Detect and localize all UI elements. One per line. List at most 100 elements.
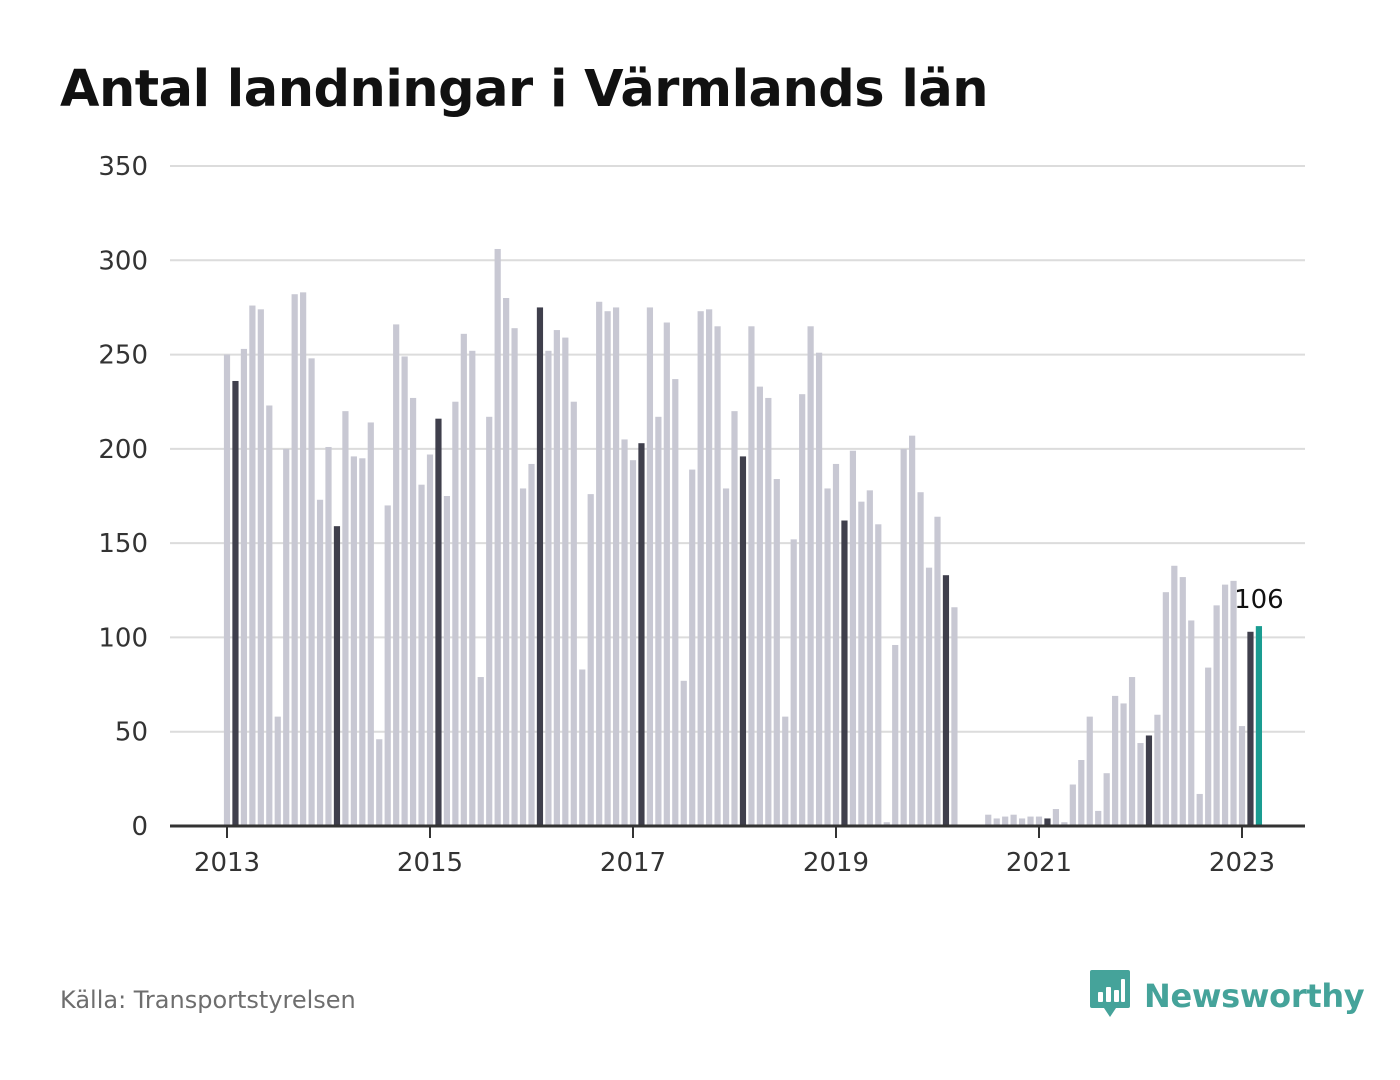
chart-title: Antal landningar i Värmlands län [60, 60, 989, 119]
x-tick-label: 2019 [803, 848, 869, 878]
bar [503, 298, 510, 826]
bar [562, 337, 569, 826]
bar [1171, 565, 1178, 826]
bar [223, 354, 231, 826]
bar [469, 350, 476, 826]
bar [1044, 818, 1051, 826]
y-axis-ticks: 0 50 100 150 200 250 300 350 [98, 152, 148, 842]
bar [511, 328, 518, 826]
x-tick-label: 2023 [1209, 848, 1275, 878]
bar [934, 516, 941, 826]
bars [223, 248, 1263, 826]
bar [1010, 814, 1017, 826]
bar [832, 463, 840, 826]
bar [1052, 809, 1060, 826]
bar [1103, 773, 1110, 826]
bar [519, 488, 527, 826]
bar [257, 309, 264, 826]
bar [1061, 822, 1068, 826]
y-tick-label: 250 [98, 341, 148, 371]
x-tick-label: 2017 [600, 848, 666, 878]
bar [1196, 793, 1203, 826]
bar [722, 488, 730, 826]
bar [925, 567, 933, 826]
bar [494, 248, 501, 826]
bar [409, 397, 417, 826]
bar [587, 494, 594, 826]
bar [291, 294, 298, 826]
bar [841, 520, 848, 826]
bar [748, 326, 755, 826]
bar [1205, 667, 1212, 826]
bar [765, 397, 772, 826]
bar [1112, 695, 1119, 826]
bar [672, 379, 679, 826]
bar [1230, 580, 1237, 826]
bar [1221, 584, 1229, 826]
bar [866, 490, 873, 826]
bar [799, 394, 806, 826]
newsworthy-brand[interactable]: Newsworthy [1090, 970, 1365, 1022]
bar [376, 739, 383, 826]
bar [1086, 716, 1093, 826]
bar [1120, 703, 1127, 826]
y-tick-label: 350 [98, 152, 148, 182]
bar [655, 416, 662, 826]
bar [858, 501, 865, 826]
bar [460, 333, 467, 826]
bar [1188, 620, 1195, 826]
bar [1145, 735, 1153, 826]
bar [401, 356, 408, 826]
bar [240, 348, 248, 826]
y-tick-label: 300 [98, 246, 148, 276]
y-tick-label: 0 [131, 812, 148, 842]
x-tick-label: 2013 [194, 848, 260, 878]
bar [570, 401, 577, 826]
bar [393, 324, 400, 826]
y-tick-label: 100 [98, 623, 148, 653]
bar [486, 416, 493, 826]
bar [646, 307, 654, 826]
bar [452, 401, 459, 826]
bar [232, 380, 239, 826]
bar [782, 716, 789, 826]
bar [706, 309, 713, 826]
bar [883, 822, 890, 826]
bar [579, 669, 586, 826]
bar [1078, 760, 1085, 826]
bar [1128, 677, 1136, 826]
bar [739, 456, 747, 826]
bar [638, 443, 645, 826]
bar [875, 524, 882, 826]
bar [629, 460, 637, 826]
bar [697, 311, 704, 826]
y-tick-label: 50 [115, 718, 148, 748]
brand-name: Newsworthy [1144, 977, 1365, 1015]
x-tick-label: 2021 [1006, 848, 1072, 878]
bar [1095, 810, 1102, 826]
bar [308, 358, 315, 826]
bar [917, 492, 924, 826]
bar [553, 330, 560, 826]
bar [1018, 818, 1026, 826]
bar [274, 716, 281, 826]
bar [951, 607, 958, 826]
bar [993, 818, 1000, 826]
bar [435, 418, 442, 826]
bar [942, 575, 950, 826]
bar [663, 322, 670, 826]
x-axis: 2013 2015 2017 2019 2021 2023 [170, 824, 1305, 878]
bar [596, 301, 603, 826]
bar [1154, 714, 1161, 826]
bar [477, 677, 484, 826]
bar [849, 450, 857, 826]
bar [604, 311, 611, 826]
bar [773, 479, 780, 826]
bar [1069, 784, 1076, 826]
bar [350, 456, 357, 826]
bar [1213, 605, 1220, 826]
bar [1035, 816, 1043, 826]
latest-value-label: 106 [1234, 585, 1284, 615]
bar [900, 448, 907, 826]
bar [443, 496, 451, 826]
